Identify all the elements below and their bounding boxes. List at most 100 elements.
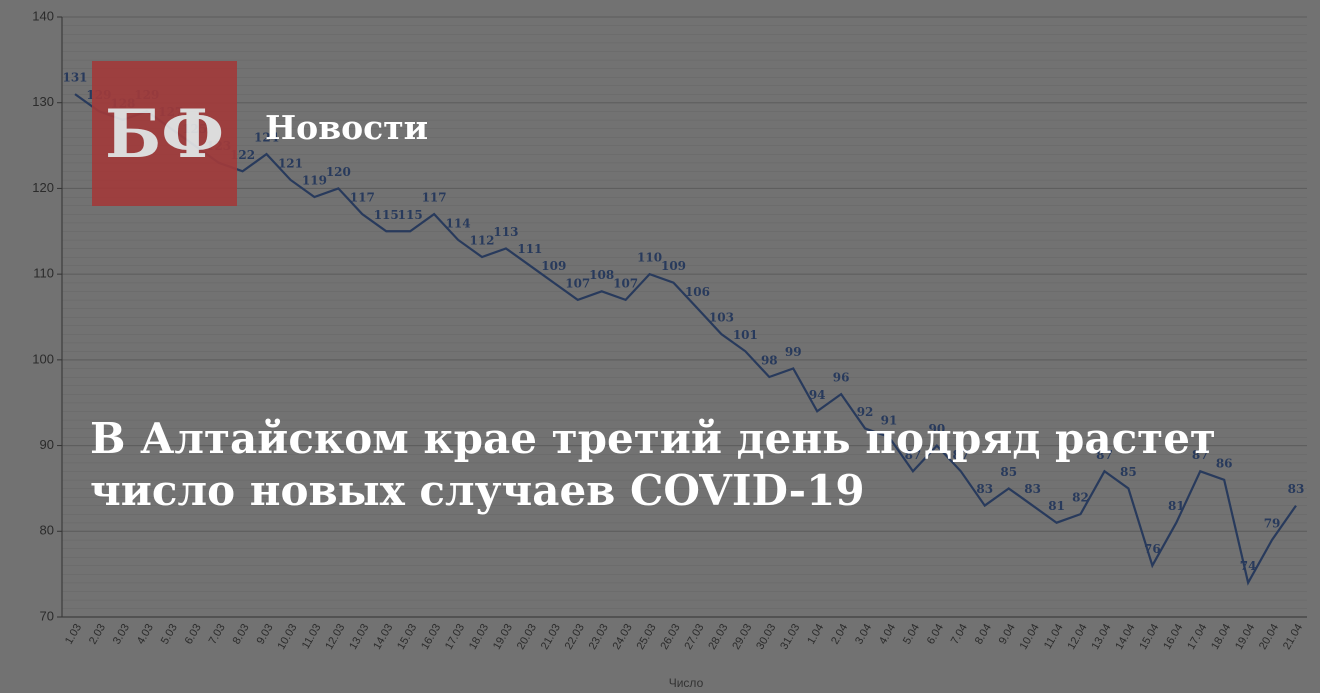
data-label: 82	[1072, 491, 1089, 505]
x-tick-label: 4.04	[877, 622, 898, 647]
y-tick-label: 70	[40, 608, 54, 623]
x-tick-label: 3.04	[853, 622, 874, 647]
data-label: 79	[1264, 516, 1281, 530]
x-tick-label: 24.03	[611, 622, 635, 652]
data-label: 90	[929, 422, 946, 436]
x-tick-label: 5.03	[159, 622, 180, 647]
data-label: 99	[785, 345, 802, 359]
x-tick-label: 19.03	[491, 622, 515, 652]
data-label: 87	[1096, 448, 1113, 462]
data-label: 83	[1024, 482, 1041, 496]
x-tick-label: 26.03	[658, 622, 682, 652]
x-tick-label: 18.03	[467, 622, 491, 652]
x-tick-label: 2.03	[87, 622, 108, 647]
data-label: 76	[1144, 542, 1161, 556]
x-tick-label: 11.04	[1042, 622, 1066, 651]
x-tick-label: 21.04	[1281, 622, 1305, 652]
x-tick-label: 20.03	[515, 622, 539, 652]
y-tick-label: 100	[32, 351, 54, 366]
section-title[interactable]: Новости	[265, 108, 429, 147]
logo[interactable]: БФ	[92, 61, 237, 206]
x-tick-label: 11.03	[300, 622, 324, 651]
x-tick-label: 25.03	[635, 622, 659, 652]
data-label: 96	[833, 371, 850, 385]
x-tick-label: 14.04	[1113, 622, 1137, 652]
x-tick-label: 4.03	[135, 622, 156, 647]
data-label: 112	[469, 234, 494, 248]
x-tick-label: 10.04	[1018, 622, 1042, 652]
data-label: 86	[1216, 456, 1233, 470]
data-label: 87	[1192, 448, 1209, 462]
data-label: 103	[709, 311, 734, 325]
x-tick-label: 7.03	[207, 622, 228, 647]
data-label: 87	[905, 448, 922, 462]
x-tick-label: 22.03	[563, 622, 587, 652]
data-label: 113	[493, 225, 518, 239]
data-label: 87	[952, 448, 969, 462]
data-label: 117	[422, 191, 447, 205]
y-tick-label: 110	[33, 266, 54, 281]
data-label: 117	[350, 191, 375, 205]
x-tick-label: 30.03	[754, 622, 778, 652]
data-label: 85	[1120, 465, 1137, 479]
y-tick-label: 80	[40, 523, 54, 538]
x-tick-label: 23.03	[587, 622, 611, 652]
data-label: 92	[857, 405, 874, 419]
x-tick-label: 2.04	[829, 622, 850, 647]
x-tick-label: 8.04	[973, 622, 994, 647]
x-tick-label: 15.04	[1137, 622, 1161, 652]
y-tick-label: 140	[32, 8, 54, 23]
x-tick-label: 29.03	[730, 622, 754, 652]
x-tick-label: 13.03	[347, 622, 371, 652]
x-tick-label: 10.03	[275, 622, 299, 652]
data-label: 91	[881, 414, 898, 428]
x-tick-label: 28.03	[706, 622, 730, 652]
data-label: 83	[976, 482, 993, 496]
x-tick-label: 6.03	[183, 622, 204, 647]
data-label: 101	[733, 328, 758, 342]
data-label: 124	[254, 131, 279, 145]
data-label: 131	[62, 71, 87, 85]
data-label: 110	[637, 251, 662, 265]
data-label: 107	[565, 276, 590, 290]
data-label: 121	[278, 156, 303, 170]
data-label: 85	[1000, 465, 1017, 479]
data-label: 119	[302, 174, 327, 188]
data-label: 115	[398, 208, 423, 222]
x-tick-label: 9.04	[997, 622, 1018, 647]
data-label: 114	[446, 216, 471, 230]
x-axis-title: Число	[669, 676, 704, 690]
headline[interactable]: В Алтайском крае третий день подряд раст…	[90, 414, 1216, 515]
x-tick-label: 6.04	[925, 622, 946, 647]
y-tick-label: 90	[40, 437, 54, 452]
x-tick-label: 27.03	[682, 622, 706, 652]
x-tick-label: 5.04	[901, 622, 922, 647]
y-tick-label: 120	[32, 180, 54, 195]
x-tick-label: 13.04	[1089, 622, 1113, 652]
data-label: 109	[661, 259, 686, 273]
x-tick-label: 12.03	[323, 622, 347, 652]
data-label: 106	[685, 285, 710, 299]
data-label: 108	[589, 268, 614, 282]
x-tick-label: 31.03	[778, 622, 802, 652]
x-tick-label: 7.04	[949, 622, 970, 647]
data-label: 83	[1288, 482, 1305, 496]
x-tick-label: 18.04	[1209, 622, 1233, 652]
x-tick-label: 8.03	[231, 622, 252, 647]
x-tick-label: 21.03	[539, 622, 563, 652]
data-label: 98	[761, 354, 778, 368]
data-label: 115	[374, 208, 399, 222]
data-line	[74, 93, 1297, 586]
data-label: 109	[541, 259, 566, 273]
x-tick-label: 15.03	[395, 622, 419, 652]
x-tick-label: 9.03	[255, 622, 276, 647]
x-tick-label: 1.04	[805, 622, 826, 647]
data-label: 120	[326, 165, 351, 179]
x-tick-label: 1.03	[63, 622, 84, 647]
x-tick-label: 17.03	[443, 622, 467, 652]
x-tick-label: 17.04	[1185, 622, 1209, 652]
x-tick-label: 16.04	[1161, 622, 1185, 652]
data-label: 107	[613, 276, 638, 290]
data-label: 81	[1168, 499, 1185, 513]
